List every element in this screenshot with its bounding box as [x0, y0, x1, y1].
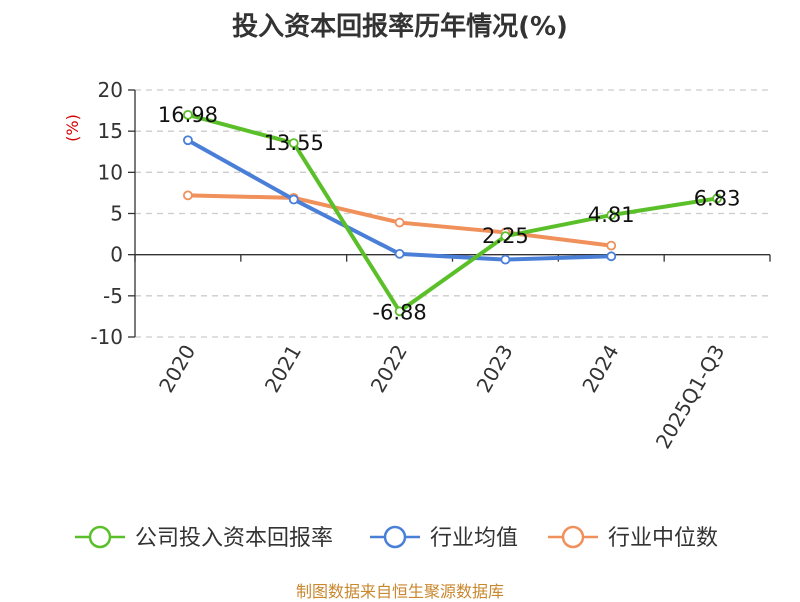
data-label: 13.55	[264, 131, 324, 155]
x-tick-label: 2020	[154, 341, 200, 397]
series-line	[185, 138, 614, 262]
data-point	[183, 135, 193, 146]
data-point	[606, 251, 617, 262]
data-point	[183, 190, 193, 201]
data-label: 16.98	[158, 103, 218, 127]
legend-marker	[561, 525, 585, 549]
y-axis-unit-label: (%)	[63, 114, 82, 142]
y-axis: 20 15 10 5 0 -5 -10 (%)	[63, 78, 136, 349]
data-point	[183, 109, 193, 120]
series-line	[185, 112, 720, 314]
x-tick-label: 2024	[577, 341, 623, 397]
data-point	[500, 254, 511, 265]
legend-label: 公司投入资本回报率	[135, 526, 333, 551]
series-group	[183, 109, 722, 317]
legend-marker	[88, 525, 112, 549]
x-tick-label: 2022	[366, 341, 412, 397]
legend-label: 行业均值	[430, 526, 518, 551]
data-point	[288, 194, 299, 205]
data-point	[606, 240, 617, 251]
y-tick-label: 0	[110, 243, 123, 267]
grid-lines	[135, 89, 770, 338]
legend-label: 行业中位数	[608, 526, 718, 551]
chart-title: 投入资本回报率历年情况(%)	[232, 12, 568, 42]
data-point	[288, 138, 299, 149]
y-tick-label: 15	[98, 119, 123, 143]
y-tick-label: -10	[90, 325, 123, 349]
data-point	[394, 306, 405, 317]
data-point	[394, 217, 405, 228]
source-note: 制图数据来自恒生聚源数据库	[295, 582, 504, 601]
data-point	[606, 210, 617, 220]
data-labels: 16.98 13.55 -6.88 2.25 4.81 6.83	[158, 103, 741, 324]
x-axis: 2020 2021 2022 2023 2024 2025Q1-Q3	[134, 254, 771, 453]
y-tick-label: 5	[110, 202, 123, 226]
x-tick-label: 2025Q1-Q3	[651, 341, 730, 453]
y-tick-label: 20	[98, 78, 123, 102]
x-tick-label: 2021	[260, 341, 306, 397]
legend: 公司投入资本回报率 行业均值 行业中位数	[75, 525, 718, 551]
data-point	[712, 193, 722, 204]
data-label: -6.88	[372, 300, 426, 324]
data-label: 6.83	[694, 186, 741, 210]
y-tick-label: 10	[98, 160, 123, 184]
data-point	[500, 231, 511, 242]
legend-marker	[383, 525, 407, 549]
data-point	[394, 248, 405, 259]
data-label: 2.25	[482, 224, 529, 248]
y-tick-label: -5	[103, 284, 123, 308]
data-label: 4.81	[588, 203, 635, 227]
x-tick-label: 2023	[472, 341, 518, 397]
